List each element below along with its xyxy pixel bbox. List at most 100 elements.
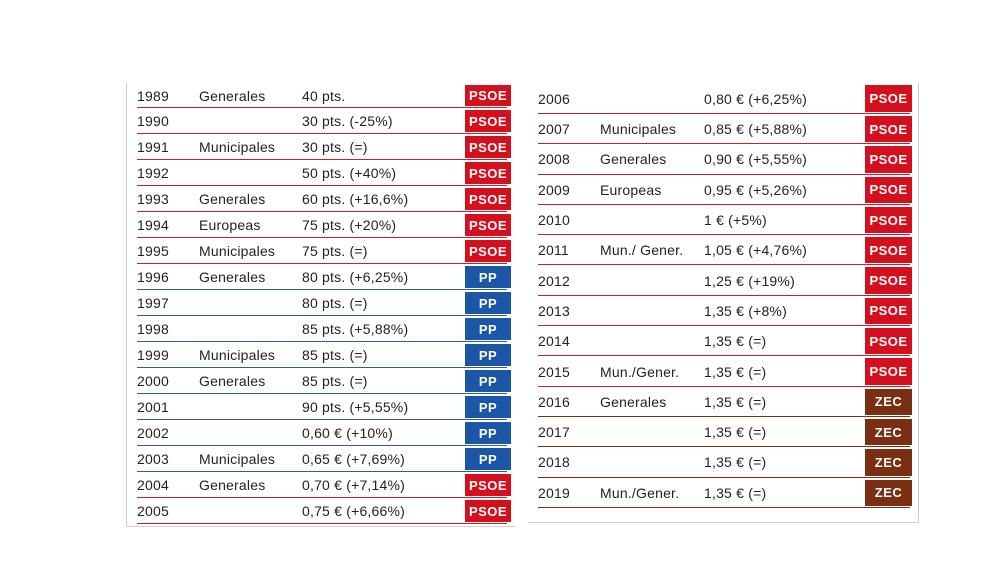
table-row: 2013 1,35 € (+8%) PSOE [528,296,918,327]
party-badge: PSOE [865,328,912,355]
table-row: 2011 Mun./ Gener. 1,05 € (+4,76%) PSOE [528,235,918,266]
election-type-cell: Europeas [199,217,261,233]
table-row: 2003 Municipales 0,65 € (+7,69%) PP [127,446,515,472]
year-cell: 2004 [137,477,169,493]
year-cell: 2014 [538,333,570,350]
election-type-cell: Generales [600,151,667,168]
party-badge: PSOE [865,237,912,264]
election-type-cell: Municipales [600,121,677,138]
party-badge: PSOE [465,85,511,106]
year-cell: 2015 [538,363,570,380]
price-cell: 1,25 € (+19%) [704,272,795,289]
party-badge: PP [465,318,511,340]
party-badge: PP [465,292,511,314]
year-cell: 1999 [137,347,169,363]
row-divider [137,237,507,238]
party-badge: PSOE [865,176,912,203]
row-divider [538,113,910,114]
party-badge: PP [465,422,511,444]
year-cell: 1994 [137,217,169,233]
row-divider [538,294,910,296]
price-cell: 1,35 € (=) [704,454,767,471]
table-row: 2016 Generales 1,35 € (=) ZEC [528,387,918,417]
table-row: 2017 1,35 € (=) ZEC [528,417,918,448]
price-cell: 60 pts. (+16,6%) [302,191,409,207]
election-type-cell: Municipales [199,451,276,467]
row-divider [137,523,507,524]
party-badge: PSOE [465,214,511,236]
right-table: 2006 0,80 € (+6,25%) PSOE 2007 Municipales 0,… [528,83,919,523]
election-type-cell: Mun./Gener. [600,484,680,501]
election-type-cell: Mun./Gener. [600,363,680,380]
year-cell: 2009 [538,181,570,198]
party-badge: PSOE [865,146,912,173]
party-badge: PSOE [865,358,912,385]
election-type-cell: Municipales [199,347,276,363]
year-cell: 1992 [137,165,169,181]
row-divider [538,143,910,145]
row-divider [137,211,507,212]
price-cell: 0,80 € (+6,25%) [704,90,808,107]
table-row: 2008 Generales 0,90 € (+5,55%) PSOE [528,144,918,175]
row-divider [137,263,507,264]
year-cell: 2019 [538,484,570,501]
price-cell: 75 pts. (=) [302,243,368,259]
price-cell: 75 pts. (+20%) [302,217,397,233]
party-badge: ZEC [865,418,912,446]
row-divider [137,159,507,160]
year-cell: 2010 [538,212,570,229]
party-badge: PP [465,370,511,392]
year-cell: 2012 [538,272,570,289]
table-row: 2004 Generales 0,70 € (+7,14%) PSOE [127,472,515,498]
election-type-cell: Generales [199,373,266,389]
party-badge: PSOE [465,136,511,158]
year-cell: 1995 [137,243,169,259]
year-cell: 2005 [137,503,169,519]
price-cell: 0,65 € (+7,69%) [302,451,406,467]
row-divider [538,476,910,478]
party-badge: PSOE [865,116,912,143]
table-row: 2001 90 pts. (+5,55%) PP [127,394,515,420]
table-row: 2007 Municipales 0,85 € (+5,88%) PSOE [528,114,918,145]
table-row: 1999 Municipales 85 pts. (=) PP [127,342,515,368]
row-divider [538,446,910,448]
year-cell: 2011 [538,242,569,259]
party-badge: PP [465,266,511,288]
price-cell: 50 pts. (+40%) [302,165,397,181]
price-cell: 1,35 € (=) [704,393,767,410]
table-row: 2010 1 € (+5%) PSOE [528,205,918,236]
price-cell: 1,05 € (+4,76%) [704,242,808,259]
table-row: 1996 Generales 80 pts. (+6,25%) PP [127,264,515,290]
year-cell: 2008 [538,151,570,168]
year-cell: 2002 [137,425,169,441]
party-badge: PSOE [465,162,511,184]
price-cell: 1,35 € (=) [704,424,767,441]
party-badge: ZEC [865,388,912,415]
party-badge: PSOE [865,297,912,325]
price-cell: 0,60 € (+10%) [302,425,393,441]
election-type-cell: Generales [199,477,266,493]
price-cell: 85 pts. (+5,88%) [302,321,409,337]
year-cell: 1993 [137,191,169,207]
price-cell: 85 pts. (=) [302,347,368,363]
party-badge: PSOE [465,110,511,132]
year-cell: 2007 [538,121,570,138]
price-cell: 30 pts. (-25%) [302,113,393,129]
table-row: 2018 1,35 € (=) ZEC [528,447,918,478]
row-divider [137,393,507,394]
table-row: 1993 Generales 60 pts. (+16,6%) PSOE [127,186,515,212]
party-badge: PSOE [865,267,912,294]
election-type-cell: Generales [199,269,266,285]
row-divider [538,203,910,205]
row-divider [137,497,507,498]
row-divider [137,107,507,108]
table-row: 1992 50 pts. (+40%) PSOE [127,160,515,186]
election-type-cell: Municipales [199,243,276,259]
row-divider [137,315,507,316]
election-type-cell: Municipales [199,139,276,155]
row-divider [538,355,910,357]
year-cell: 1991 [137,139,169,155]
row-divider [538,385,910,387]
price-cell: 80 pts. (+6,25%) [302,269,409,285]
party-badge: PSOE [465,188,511,210]
